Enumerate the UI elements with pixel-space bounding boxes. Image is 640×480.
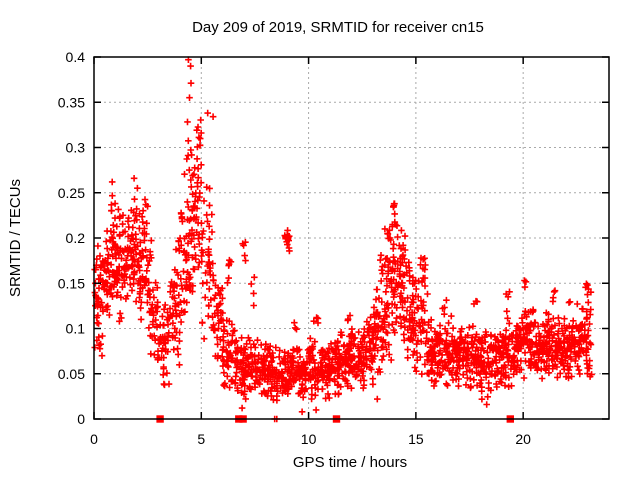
x-axis-label: GPS time / hours	[293, 454, 407, 471]
y-tick-label: 0.35	[58, 94, 85, 110]
y-tick-label: 0.4	[66, 49, 86, 65]
y-tick-label: 0.25	[58, 185, 85, 201]
x-tick-label: 15	[408, 431, 424, 447]
axis-ticks: 0 5 10 15 20 0 0.05 0.1 0.15 0.2 0.25 0.3 0.35 0.4	[58, 49, 609, 447]
scatter-points	[91, 56, 595, 423]
y-tick-label: 0.05	[58, 366, 85, 382]
y-tick-label: 0.2	[66, 230, 86, 246]
y-tick-label: 0.1	[66, 321, 86, 337]
y-axis-label: SRMTID / TECUs	[7, 179, 24, 297]
x-tick-label: 20	[515, 431, 531, 447]
chart-title: Day 209 of 2019, SRMTID for receiver cn1…	[192, 19, 484, 36]
x-tick-label: 0	[90, 431, 98, 447]
y-tick-label: 0.3	[66, 140, 86, 156]
plus-markers	[91, 56, 595, 423]
y-tick-label: 0.15	[58, 275, 85, 291]
x-tick-label: 5	[197, 431, 205, 447]
y-tick-label: 0	[77, 411, 85, 427]
x-tick-label: 10	[301, 431, 317, 447]
